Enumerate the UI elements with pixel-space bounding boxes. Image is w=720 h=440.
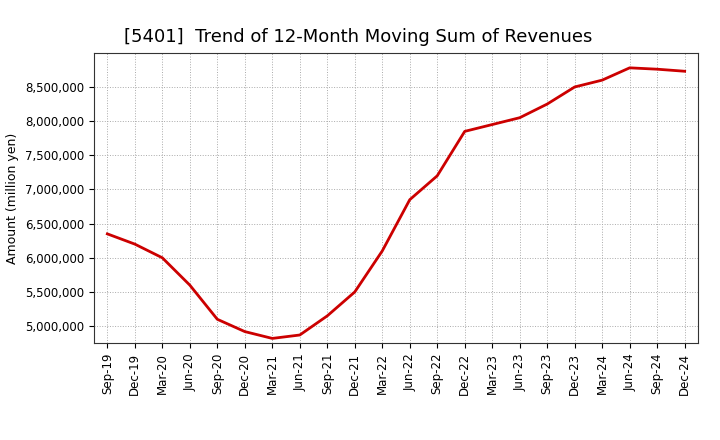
Text: [5401]  Trend of 12-Month Moving Sum of Revenues: [5401] Trend of 12-Month Moving Sum of R… bbox=[124, 28, 593, 46]
Y-axis label: Amount (million yen): Amount (million yen) bbox=[6, 132, 19, 264]
